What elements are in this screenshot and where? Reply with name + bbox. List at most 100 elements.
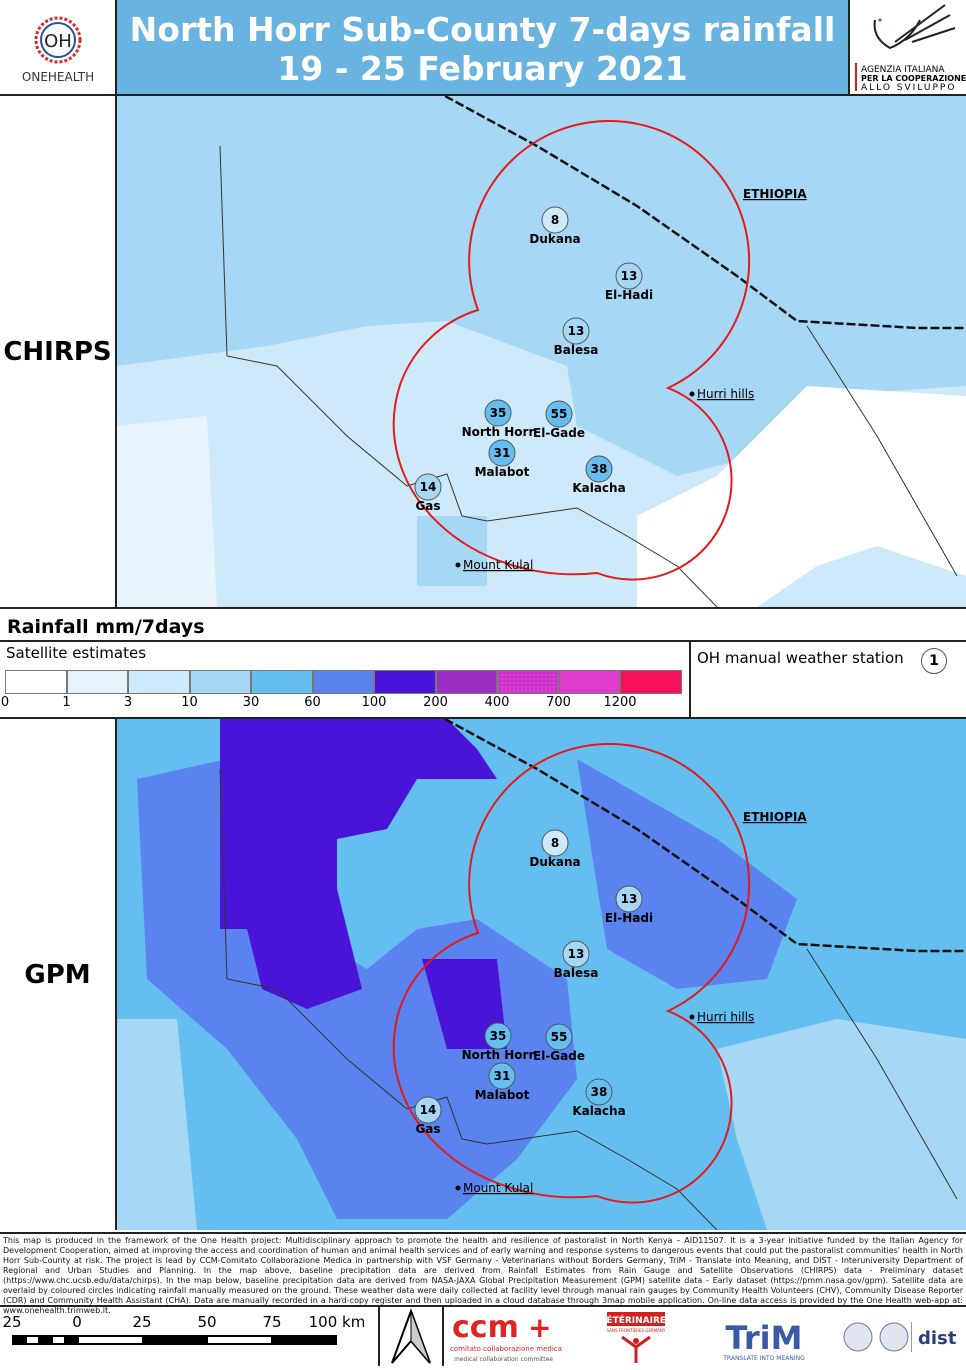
station-marker[interactable]: 8 Dukana (529, 206, 581, 246)
station-marker[interactable]: 8 Dukana (529, 829, 581, 869)
station-value: 55 (551, 1030, 568, 1044)
scale-tick: 75 (262, 1313, 281, 1331)
station-circle[interactable] (414, 1096, 442, 1124)
dist-logo: dist (918, 1328, 957, 1349)
scale-tick: 0 (72, 1313, 82, 1331)
scale-tick: 100 km (309, 1313, 366, 1331)
legend-swatch (66, 670, 128, 694)
north-arrow-icon (391, 1308, 431, 1364)
chirps-map[interactable]: ETHIOPIA Hurri hills Mount Kulal 8 Dukana 13 E… (117, 96, 966, 607)
station-circle[interactable] (414, 473, 442, 501)
station-value: 8 (551, 836, 559, 850)
station-name: El-Gade (533, 426, 585, 440)
legend-swatch (620, 670, 682, 694)
station-marker[interactable]: 13 El-Hadi (605, 262, 653, 302)
title-line-2: 19 - 25 February 2021 (277, 49, 688, 88)
station-marker[interactable]: 38 Kalacha (572, 1078, 626, 1118)
north-arrow (380, 1307, 444, 1366)
station-marker[interactable]: 31 Malabot (475, 439, 530, 479)
station-name: Balesa (554, 966, 599, 980)
footer-description: This map is produced in the framework of… (0, 1232, 966, 1315)
station-marker[interactable]: 35 North Horr (462, 399, 535, 439)
station-value: 13 (621, 269, 638, 283)
station-circle[interactable] (615, 262, 643, 290)
station-name: North Horr (462, 1048, 535, 1062)
legend-tick: 1 (62, 695, 71, 710)
legend-tick: 0 (0, 695, 10, 710)
road-line (806, 948, 958, 1200)
station-marker[interactable]: 55 El-Gade (533, 400, 585, 440)
country-label: ETHIOPIA (743, 810, 807, 824)
aics-line-3: ALLO SVILUPPO (861, 83, 956, 93)
country-label: ETHIOPIA (743, 187, 807, 201)
station-circle[interactable] (484, 1022, 512, 1050)
station-circle[interactable] (562, 317, 590, 345)
legend-swatch (128, 670, 190, 694)
station-marker[interactable]: 13 El-Hadi (605, 885, 653, 925)
ethiopia-border (444, 719, 966, 953)
station-marker[interactable]: 14 Gas (414, 473, 442, 513)
trim-logo: TriM TRANSLATE INTO MEANING (722, 1319, 805, 1362)
place-label-mount-kulal: Mount Kulal (463, 1181, 533, 1195)
scale-tick: 50 (197, 1313, 216, 1331)
station-circle[interactable] (585, 455, 613, 483)
station-name: Malabot (475, 465, 530, 479)
svg-text:TriM: TriM (726, 1319, 803, 1357)
station-name: Dukana (529, 855, 580, 869)
page-title: North Horr Sub-County 7-days rainfall 19… (117, 0, 848, 96)
map-label-gpm: GPM (0, 719, 117, 1230)
station-circle[interactable] (545, 1023, 573, 1051)
station-circle[interactable] (562, 940, 590, 968)
legend-tick: 3 (123, 695, 133, 710)
oh-logo-mark: OH (44, 31, 72, 52)
onehealth-logo: OH ONEHEALTH (0, 0, 117, 96)
station-marker[interactable]: 38 Kalacha (572, 455, 626, 495)
legend-swatch (251, 670, 313, 694)
station-circle[interactable] (545, 400, 573, 428)
station-value: 13 (621, 892, 638, 906)
legend-tick: 1200 (603, 695, 637, 710)
station-value: 31 (494, 446, 511, 460)
satellite-legend-label: Satellite estimates (6, 644, 147, 662)
place-label-hurri-hills: Hurri hills (697, 1010, 754, 1024)
station-value: 13 (568, 324, 585, 338)
station-circle[interactable] (541, 206, 569, 234)
station-circle[interactable] (488, 1062, 516, 1090)
station-circle[interactable] (541, 829, 569, 857)
station-circle[interactable] (585, 1078, 613, 1106)
map-label-chirps: CHIRPS (0, 96, 117, 607)
station-legend-label: OH manual weather station (697, 649, 904, 667)
station-name: Gas (415, 499, 440, 513)
legend-swatch (5, 670, 67, 694)
station-value: 35 (490, 1029, 507, 1043)
station-marker[interactable]: 13 Balesa (554, 940, 599, 980)
scale-bar: 25 0 25 50 75 100 km (0, 1307, 380, 1366)
station-value: 8 (551, 213, 559, 227)
station-marker[interactable]: 31 Malabot (475, 1062, 530, 1102)
legend-swatch (312, 670, 374, 694)
station-name: Dukana (529, 232, 580, 246)
ethiopia-border (444, 96, 966, 330)
station-circle[interactable] (484, 399, 512, 427)
station-name: Balesa (554, 343, 599, 357)
station-value: 14 (420, 480, 437, 494)
svg-text:medical collaboration committe: medical collaboration committee (454, 1356, 553, 1363)
gpm-map[interactable]: ETHIOPIA Hurri hills Mount Kulal 8 Dukana 13 E… (117, 719, 966, 1230)
station-name: North Horr (462, 425, 535, 439)
station-circle[interactable] (488, 439, 516, 467)
station-marker[interactable]: 35 North Horr (462, 1022, 535, 1062)
onehealth-logo-icon: OH ONEHEALTH (22, 16, 94, 84)
aics-line-1: AGENZIA ITALIANA (861, 65, 945, 75)
station-marker[interactable]: 14 Gas (414, 1096, 442, 1136)
svg-text:SANS FRONTIÈRES GERMANY: SANS FRONTIÈRES GERMANY (607, 1328, 666, 1333)
station-legend: OH manual weather station 1 (691, 642, 966, 719)
svg-text:TRANSLATE INTO MEANING: TRANSLATE INTO MEANING (722, 1355, 805, 1362)
station-marker[interactable]: 13 Balesa (554, 317, 599, 357)
station-legend-sample: 1 (921, 648, 947, 674)
legend-tick: 60 (304, 695, 321, 710)
legend-tick: 30 (242, 695, 260, 710)
station-circle[interactable] (615, 885, 643, 913)
station-marker[interactable]: 55 El-Gade (533, 1023, 585, 1063)
station-name: Kalacha (572, 1104, 625, 1118)
place-label-mount-kulal: Mount Kulal (463, 558, 533, 572)
